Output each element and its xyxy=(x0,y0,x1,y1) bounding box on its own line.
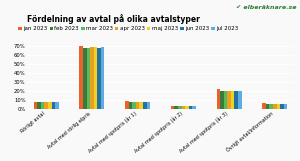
Bar xyxy=(273,104,277,109)
Bar xyxy=(147,102,150,109)
Bar xyxy=(227,91,231,109)
Bar xyxy=(234,91,238,109)
Text: ✔ elberäknare.se: ✔ elberäknare.se xyxy=(236,5,297,10)
Bar xyxy=(97,48,101,109)
Bar xyxy=(269,104,273,109)
Bar xyxy=(277,104,280,109)
Bar xyxy=(129,102,132,109)
Bar xyxy=(171,106,174,109)
Bar xyxy=(52,102,55,109)
Bar xyxy=(80,46,83,109)
Bar xyxy=(182,106,185,109)
Bar xyxy=(143,102,147,109)
Bar xyxy=(217,89,220,109)
Bar xyxy=(174,106,178,109)
Bar xyxy=(83,48,87,109)
Bar xyxy=(284,104,287,109)
Bar xyxy=(132,102,136,109)
Bar xyxy=(220,90,224,109)
Bar xyxy=(266,104,269,109)
Bar xyxy=(90,47,94,109)
Bar xyxy=(140,102,143,109)
Bar xyxy=(224,90,227,109)
Bar xyxy=(178,106,181,109)
Bar xyxy=(34,102,37,109)
Bar xyxy=(41,102,44,109)
Bar xyxy=(185,106,189,109)
Bar xyxy=(231,91,234,109)
Bar xyxy=(87,48,90,109)
Text: Fördelning av avtal på olika avtalstyper: Fördelning av avtal på olika avtalstyper xyxy=(27,14,200,24)
Bar xyxy=(101,47,104,109)
Bar xyxy=(55,102,59,109)
Bar xyxy=(44,102,48,109)
Bar xyxy=(37,102,41,109)
Bar xyxy=(136,102,140,109)
Bar xyxy=(48,102,52,109)
Bar xyxy=(94,47,97,109)
Bar xyxy=(189,106,192,109)
Legend: jan 2023, feb 2023, mar 2023, apr 2023, maj 2023, jun 2023, jul 2023: jan 2023, feb 2023, mar 2023, apr 2023, … xyxy=(19,26,239,31)
Bar xyxy=(262,103,266,109)
Bar xyxy=(125,101,129,109)
Bar xyxy=(280,104,284,109)
Bar xyxy=(192,106,196,109)
Bar xyxy=(238,91,242,109)
